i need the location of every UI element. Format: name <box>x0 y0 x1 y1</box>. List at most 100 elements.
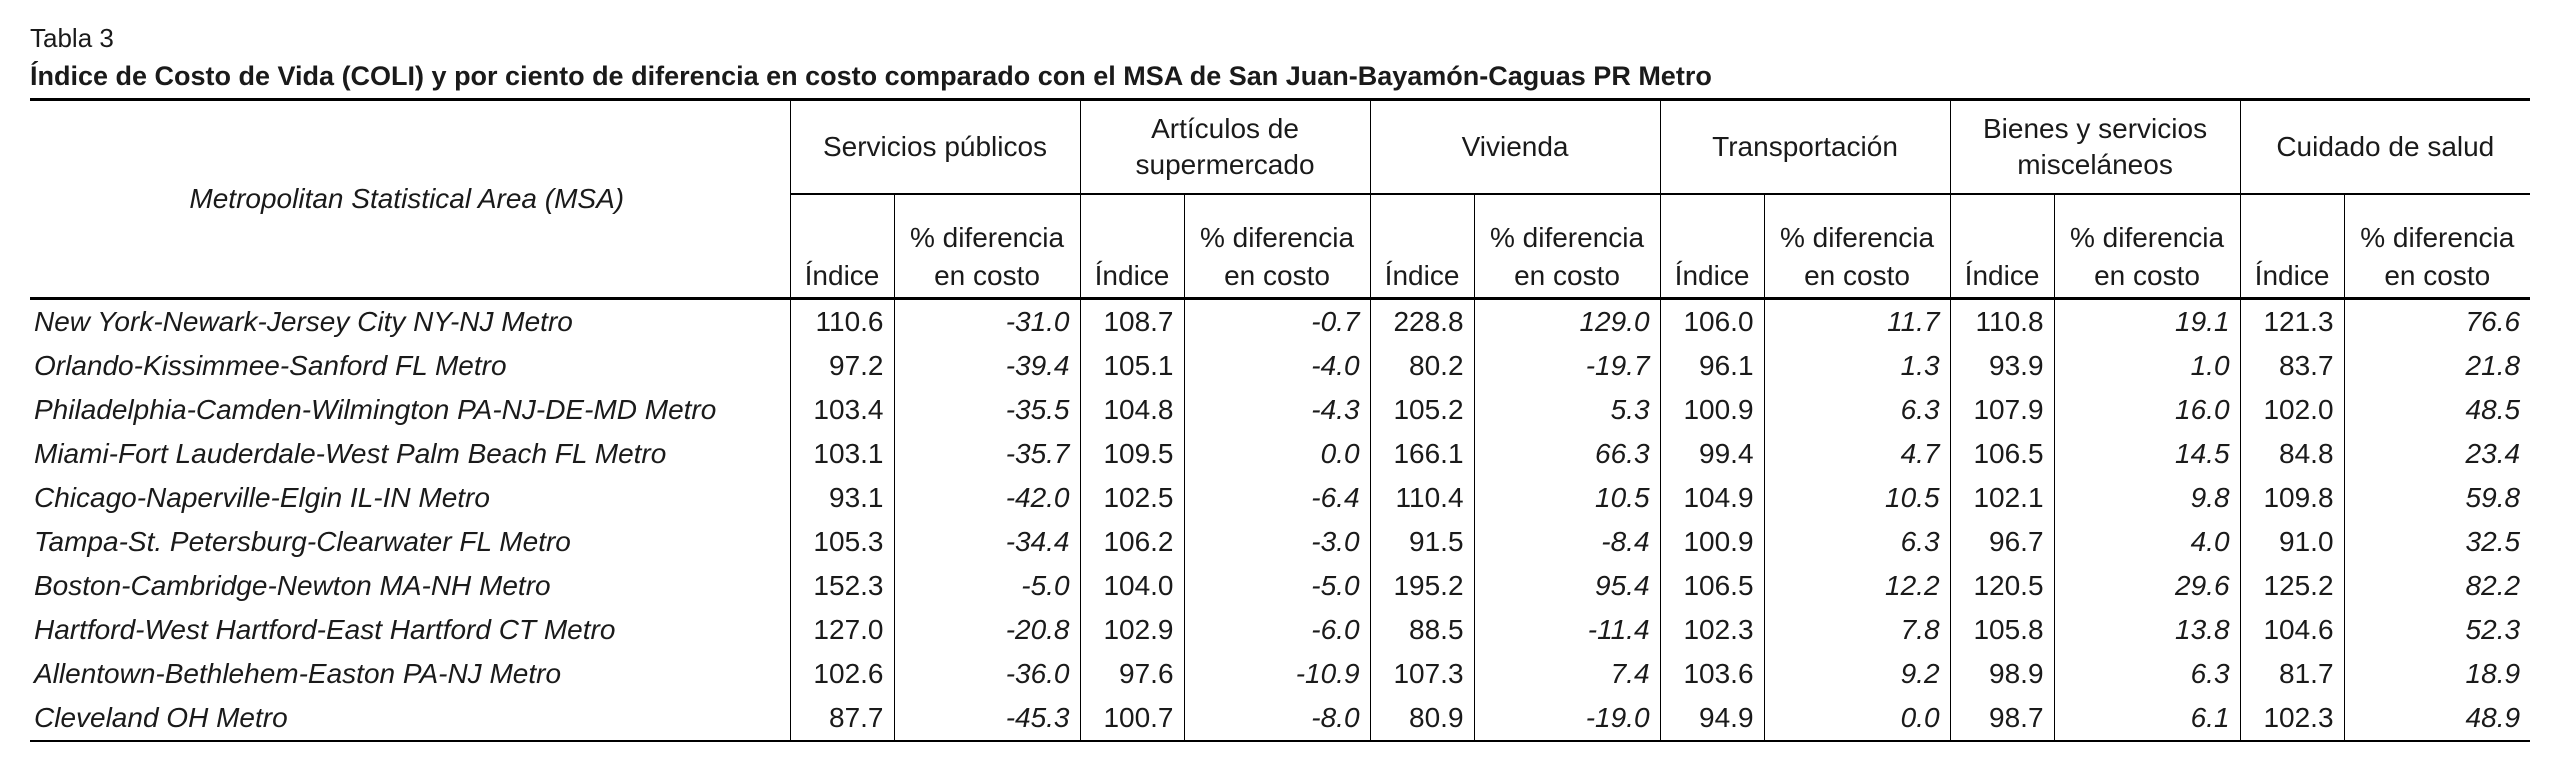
table-row: Allentown-Bethlehem-Easton PA-NJ Metro 10… <box>30 652 2531 696</box>
index-value: 125.2 <box>2239 564 2345 608</box>
index-value: 106.2 <box>1079 520 1185 564</box>
index-value: 100.9 <box>1659 520 1765 564</box>
group-header-vivienda: Vivienda <box>1369 98 1661 194</box>
table-row: Miami-Fort Lauderdale-West Palm Beach FL… <box>30 432 2531 476</box>
pct-diff-value: 0.0 <box>1763 696 1951 742</box>
table-row: Hartford-West Hartford-East Hartford CT … <box>30 608 2531 652</box>
pct-diff-value: 12.2 <box>1763 564 1951 608</box>
index-value: 195.2 <box>1369 564 1475 608</box>
subheader-index: Índice <box>1949 193 2055 300</box>
index-value: 107.9 <box>1949 388 2055 432</box>
pct-diff-value: -4.0 <box>1183 344 1371 388</box>
pct-diff-value: -5.0 <box>893 564 1081 608</box>
index-value: 108.7 <box>1079 298 1185 344</box>
msa-name: Allentown-Bethlehem-Easton PA-NJ Metro <box>34 658 562 689</box>
pct-diff-value: -8.4 <box>1473 520 1661 564</box>
table-title: Índice de Costo de Vida (COLI) y por cie… <box>30 61 1712 91</box>
table-row: Boston-Cambridge-Newton MA-NH Metro 152.3… <box>30 564 2531 608</box>
group-header-transportacion: Transportación <box>1659 98 1951 194</box>
index-value: 105.2 <box>1369 388 1475 432</box>
pct-diff-value: 48.5 <box>2343 388 2531 432</box>
pct-diff-value: 1.0 <box>2053 344 2241 388</box>
index-value: 83.7 <box>2239 344 2345 388</box>
index-value: 96.7 <box>1949 520 2055 564</box>
subheader-pct-diff: % diferencia en costo <box>893 193 1081 300</box>
index-value: 107.3 <box>1369 652 1475 696</box>
index-value: 81.7 <box>2239 652 2345 696</box>
index-value: 121.3 <box>2239 298 2345 344</box>
coli-table: Metropolitan Statistical Area (MSA) Serv… <box>30 98 2531 742</box>
index-value: 99.4 <box>1659 432 1765 476</box>
table-row: New York-Newark-Jersey City NY-NJ Metro 1… <box>30 298 2531 344</box>
table-row: Chicago-Naperville-Elgin IL-IN Metro 93.1… <box>30 476 2531 520</box>
pct-diff-value: -31.0 <box>893 298 1081 344</box>
pct-diff-value: -19.7 <box>1473 344 1661 388</box>
pct-diff-value: 13.8 <box>2053 608 2241 652</box>
index-value: 102.6 <box>789 652 894 696</box>
msa-name: Miami-Fort Lauderdale-West Palm Beach FL… <box>34 438 667 469</box>
pct-diff-value: -4.3 <box>1183 388 1371 432</box>
index-value: 96.1 <box>1659 344 1765 388</box>
index-value: 120.5 <box>1949 564 2055 608</box>
document: Tabla 3 Índice de Costo de Vida (COLI) y… <box>30 20 2531 742</box>
index-value: 91.0 <box>2239 520 2345 564</box>
pct-diff-value: 16.0 <box>2053 388 2241 432</box>
pct-diff-value: 6.3 <box>1763 520 1951 564</box>
index-value: 102.1 <box>1949 476 2055 520</box>
subheader-pct-diff: % diferencia en costo <box>1183 193 1371 300</box>
pct-diff-value: 66.3 <box>1473 432 1661 476</box>
pct-diff-value: -5.0 <box>1183 564 1371 608</box>
group-header-servicios: Servicios públicos <box>789 98 1081 194</box>
index-value: 106.0 <box>1659 298 1765 344</box>
pct-diff-value: 7.4 <box>1473 652 1661 696</box>
table-row: Tampa-St. Petersburg-Clearwater FL Metro… <box>30 520 2531 564</box>
index-value: 102.3 <box>2239 696 2345 742</box>
msa-name: Philadelphia-Camden-Wilmington PA-NJ-DE-… <box>34 394 717 425</box>
pct-diff-value: 6.3 <box>1763 388 1951 432</box>
index-value: 91.5 <box>1369 520 1475 564</box>
subheader-index: Índice <box>1369 193 1475 300</box>
index-value: 103.6 <box>1659 652 1765 696</box>
index-value: 80.9 <box>1369 696 1475 742</box>
index-value: 105.8 <box>1949 608 2055 652</box>
pct-diff-value: 18.9 <box>2343 652 2531 696</box>
group-header-supermercado: Artículos de supermercado <box>1079 98 1371 194</box>
msa-name: Cleveland OH Metro <box>30 696 790 742</box>
pct-diff-value: 0.0 <box>1183 432 1371 476</box>
pct-diff-value: -20.8 <box>893 608 1081 652</box>
msa-name: Hartford-West Hartford-East Hartford CT … <box>34 614 616 645</box>
pct-diff-value: 52.3 <box>2343 608 2531 652</box>
pct-diff-value: 23.4 <box>2343 432 2531 476</box>
subheader-index: Índice <box>1659 193 1765 300</box>
pct-diff-value: 32.5 <box>2343 520 2531 564</box>
index-value: 104.0 <box>1079 564 1185 608</box>
index-value: 98.9 <box>1949 652 2055 696</box>
subheader-index: Índice <box>1079 193 1185 300</box>
index-value: 97.6 <box>1079 652 1185 696</box>
index-value: 100.9 <box>1659 388 1765 432</box>
pct-diff-value: -3.0 <box>1183 520 1371 564</box>
group-header-salud: Cuidado de salud <box>2239 98 2531 194</box>
subheader-pct-diff: % diferencia en costo <box>2053 193 2241 300</box>
index-value: 100.7 <box>1079 696 1185 742</box>
pct-diff-value: 7.8 <box>1763 608 1951 652</box>
subheader-pct-diff: % diferencia en costo <box>1473 193 1661 300</box>
msa-name: Chicago-Naperville-Elgin IL-IN Metro <box>34 482 490 513</box>
index-value: 106.5 <box>1949 432 2055 476</box>
subheader-index: Índice <box>2239 193 2345 300</box>
pct-diff-value: 95.4 <box>1473 564 1661 608</box>
pct-diff-value: -35.7 <box>893 432 1081 476</box>
index-value: 102.9 <box>1079 608 1185 652</box>
pct-diff-value: -6.0 <box>1183 608 1371 652</box>
index-value: 152.3 <box>789 564 894 608</box>
pct-diff-value: -19.0 <box>1473 696 1661 742</box>
pct-diff-value: 59.8 <box>2343 476 2531 520</box>
pct-diff-value: 9.2 <box>1763 652 1951 696</box>
index-value: 80.2 <box>1369 344 1475 388</box>
group-header-bienes: Bienes y servicios misceláneos <box>1949 98 2241 194</box>
index-value: 87.7 <box>789 696 894 742</box>
index-value: 228.8 <box>1369 298 1475 344</box>
subheader-pct-diff: % diferencia en costo <box>1763 193 1951 300</box>
pct-diff-value: -45.3 <box>893 696 1081 742</box>
table-row: Philadelphia-Camden-Wilmington PA-NJ-DE-… <box>30 388 2531 432</box>
